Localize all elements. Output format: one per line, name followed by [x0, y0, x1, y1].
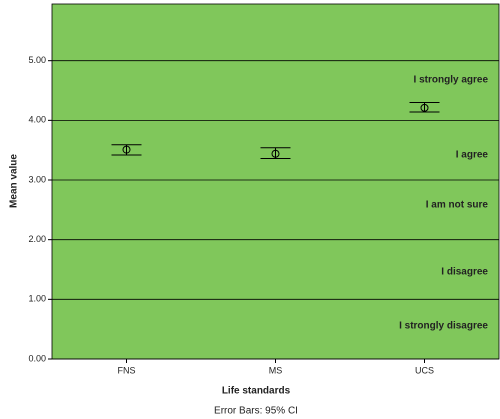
y-tick-label: 2.00 [28, 234, 46, 244]
x-tick-label: UCS [415, 365, 434, 375]
y-tick-label: 0.00 [28, 353, 46, 363]
x-axis-label: Life standards [222, 386, 291, 397]
y-tick-label: 3.00 [28, 174, 46, 184]
mean-marker [271, 149, 280, 158]
y-tick-label: 4.00 [28, 115, 46, 125]
y-tick-label: 1.00 [28, 294, 46, 304]
annotation: I strongly disagree [399, 321, 488, 332]
annotation: I agree [456, 150, 489, 161]
annotation: I strongly agree [414, 75, 489, 86]
mean-marker [122, 145, 131, 154]
x-tick-label: FNS [118, 365, 136, 375]
annotation: I disagree [441, 267, 488, 278]
y-axis-label: Mean value [9, 154, 20, 208]
x-tick-label: MS [269, 365, 283, 375]
y-tick-label: 5.00 [28, 55, 46, 65]
footnote: Error Bars: 95% CI [214, 406, 298, 417]
plot-area [51, 3, 500, 360]
annotation: I am not sure [426, 200, 489, 211]
mean-marker [420, 103, 429, 112]
